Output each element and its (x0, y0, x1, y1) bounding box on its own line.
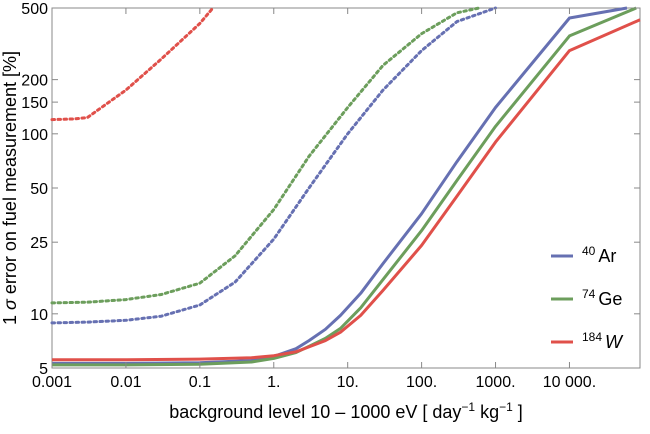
x-tick-label: 100. (406, 374, 437, 391)
y-tick-label: 5 (39, 361, 48, 378)
series-line-5-dotted (50, 6, 215, 122)
series-line-4-solid (52, 18, 641, 362)
legend-label: 74 Ge (582, 287, 622, 309)
x-tick-label: 0.01 (110, 374, 141, 391)
plot-frame (51, 7, 641, 369)
legend-label: 184 W (582, 330, 624, 352)
series-layer (50, 6, 641, 367)
x-axis-title: background level 10 – 1000 eV [ day−1 kg… (169, 400, 523, 422)
y-tick-label: 50 (30, 181, 48, 198)
x-tick-label: 10. (337, 374, 359, 391)
y-tick-label: 25 (30, 235, 48, 252)
x-tick-label: 1. (267, 374, 280, 391)
legend-label: 40 Ar (582, 244, 616, 266)
y-tick-label: 200 (21, 73, 48, 90)
x-tick-label: 0.001 (32, 374, 72, 391)
y-axis-ticks: 5 10 25 50 100 150 200 500 (21, 1, 640, 378)
y-tick-label: 10 (30, 307, 48, 324)
legend: 40 Ar 74 Ge 184 W (551, 244, 624, 352)
series-line-2-solid (52, 6, 637, 367)
x-axis-ticks: 0.001 0.01 0.1 1. 10. 100. 1000. 10 000. (32, 8, 596, 391)
y-tick-label: 500 (21, 1, 48, 18)
y-axis-title: 1 σ error on fuel measurement [%] (0, 51, 20, 325)
y-tick-label: 150 (21, 95, 48, 112)
x-tick-label: 0.1 (189, 374, 211, 391)
series-line-3-dotted (50, 6, 481, 305)
series-line-1-dotted (50, 6, 497, 325)
x-tick-label: 10 000. (543, 374, 596, 391)
x-tick-label: 1000. (476, 374, 516, 391)
y-tick-label: 100 (21, 127, 48, 144)
series-line-0-solid (52, 6, 628, 365)
